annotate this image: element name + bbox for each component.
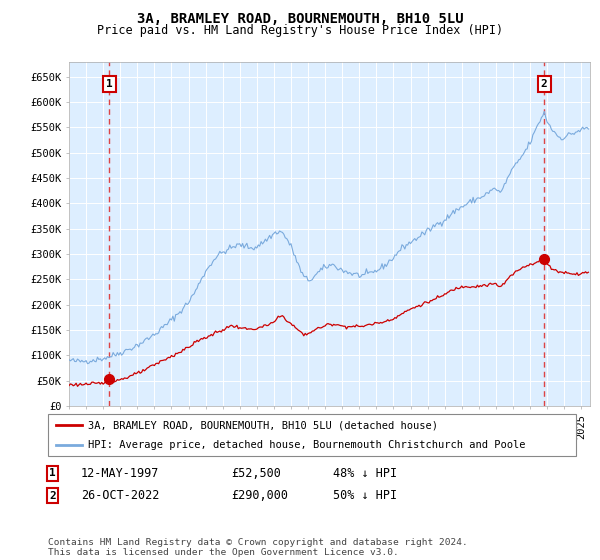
Text: Contains HM Land Registry data © Crown copyright and database right 2024.
This d: Contains HM Land Registry data © Crown c… [48,538,468,557]
Text: Price paid vs. HM Land Registry's House Price Index (HPI): Price paid vs. HM Land Registry's House … [97,24,503,37]
Text: 2: 2 [541,79,547,89]
Text: 12-MAY-1997: 12-MAY-1997 [81,466,160,480]
Text: £52,500: £52,500 [231,466,281,480]
Text: 50% ↓ HPI: 50% ↓ HPI [333,489,397,502]
Text: 48% ↓ HPI: 48% ↓ HPI [333,466,397,480]
Text: 1: 1 [49,468,56,478]
Text: 26-OCT-2022: 26-OCT-2022 [81,489,160,502]
Text: 1: 1 [106,79,113,89]
Text: £290,000: £290,000 [231,489,288,502]
Text: 3A, BRAMLEY ROAD, BOURNEMOUTH, BH10 5LU (detached house): 3A, BRAMLEY ROAD, BOURNEMOUTH, BH10 5LU … [88,421,437,430]
Text: 2: 2 [49,491,56,501]
Text: HPI: Average price, detached house, Bournemouth Christchurch and Poole: HPI: Average price, detached house, Bour… [88,441,525,450]
Text: 3A, BRAMLEY ROAD, BOURNEMOUTH, BH10 5LU: 3A, BRAMLEY ROAD, BOURNEMOUTH, BH10 5LU [137,12,463,26]
